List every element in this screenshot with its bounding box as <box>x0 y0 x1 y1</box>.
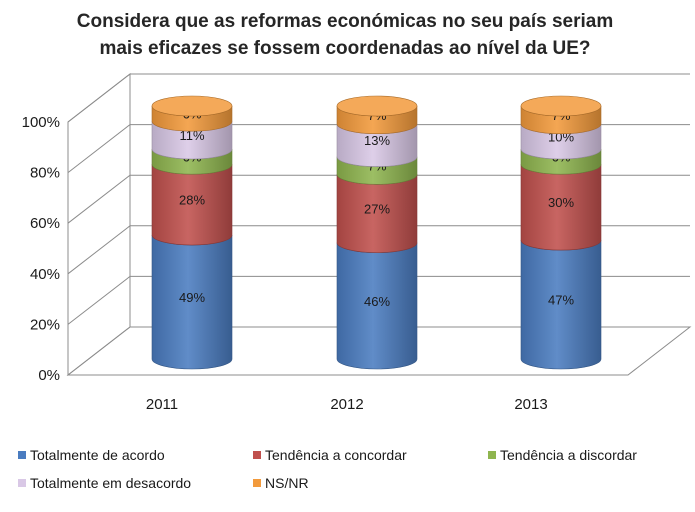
chart-walls <box>66 72 692 377</box>
legend: Totalmente de acordo Tendência a concorda… <box>18 447 637 491</box>
data-label: 30% <box>548 195 574 210</box>
chart-side-wall <box>67 72 131 377</box>
bar-top-cap <box>336 95 418 117</box>
bars: 49%28%6%11%6%46%27%7%13%7%47%30%6%10%7% <box>151 95 602 370</box>
bar-stack: 49%28%6%11%6% <box>151 95 233 370</box>
legend-swatch <box>18 479 26 487</box>
legend-item: Tendência a discordar <box>488 447 637 463</box>
data-label: 13% <box>364 133 390 148</box>
data-label: 28% <box>179 193 205 208</box>
x-tick-label: 2011 <box>146 396 178 413</box>
legend-item: NS/NR <box>253 475 309 491</box>
legend-swatch <box>253 451 261 459</box>
y-tick-label: 40% <box>30 266 60 283</box>
gridline <box>67 275 690 325</box>
bar-stack: 47%30%6%10%7% <box>520 95 602 370</box>
y-axis: 0% 20% 40% 60% 80% 100% <box>22 114 60 384</box>
legend-item: Tendência a concordar <box>253 447 407 463</box>
legend-label: Tendência a concordar <box>265 447 407 463</box>
x-tick-label: 2013 <box>514 396 547 413</box>
data-label: 11% <box>179 128 204 143</box>
data-label: 27% <box>364 201 390 216</box>
y-tick-label: 20% <box>30 316 60 333</box>
gridline <box>67 124 690 173</box>
gridline <box>67 73 690 123</box>
legend-item: Totalmente de acordo <box>18 447 165 463</box>
bar-stack: 46%27%7%13%7% <box>336 95 418 370</box>
y-tick-label: 80% <box>30 165 60 182</box>
legend-swatch <box>488 451 496 459</box>
legend-item: Totalmente em desacordo <box>18 475 191 491</box>
y-tick-label: 0% <box>38 367 60 384</box>
legend-label: Tendência a discordar <box>500 447 637 463</box>
x-tick-label: 2012 <box>330 396 363 413</box>
legend-label: Totalmente em desacordo <box>30 475 191 491</box>
chart-title-line-1: Considera que as reformas económicas no … <box>77 11 613 32</box>
x-axis: 2011 2012 2013 <box>146 396 548 413</box>
chart-title-line-2: mais eficazes se fossem coordenadas ao n… <box>99 38 590 59</box>
data-label: 49% <box>179 290 205 305</box>
legend-swatch <box>18 451 26 459</box>
bar-top-cap <box>151 95 233 117</box>
y-tick-label: 60% <box>30 215 60 232</box>
bar-top-cap <box>520 95 602 117</box>
y-tick-label: 100% <box>22 114 60 131</box>
gridline <box>67 174 690 224</box>
legend-swatch <box>253 479 261 487</box>
legend-label: Totalmente de acordo <box>30 447 165 463</box>
legend-label: NS/NR <box>265 475 309 491</box>
gridline <box>67 225 690 275</box>
data-label: 47% <box>548 293 574 308</box>
data-label: 46% <box>364 294 390 309</box>
